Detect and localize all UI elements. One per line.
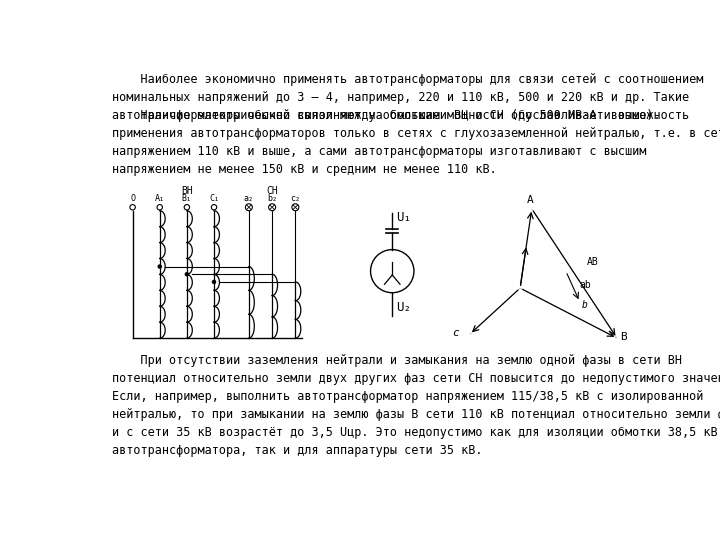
Circle shape [185, 273, 189, 276]
Text: A: A [527, 194, 534, 205]
Text: СН: СН [266, 186, 278, 196]
Text: U₂: U₂ [396, 301, 411, 314]
Text: ВН: ВН [181, 186, 193, 196]
Text: ab: ab [580, 280, 592, 290]
Text: b₂: b₂ [267, 194, 277, 203]
Text: A₁: A₁ [155, 194, 165, 203]
Text: B₁: B₁ [182, 194, 192, 203]
Text: AB: AB [587, 257, 598, 267]
Text: b: b [582, 300, 588, 310]
Text: Наиболее экономично применять автотрансформаторы для связи сетей с соотношением
: Наиболее экономично применять автотрансф… [112, 72, 703, 122]
Text: a₂: a₂ [244, 194, 254, 203]
Text: U₁: U₁ [396, 211, 411, 224]
Text: c₂: c₂ [290, 194, 300, 203]
Circle shape [158, 265, 161, 268]
Text: При отсутствии заземления нейтрали и замыкания на землю одной фазы в сети ВН
пот: При отсутствии заземления нейтрали и зам… [112, 354, 720, 456]
Text: Наличие электрической связи между обмотками ВН и СН обуславливает возможность
пр: Наличие электрической связи между обмотк… [112, 110, 720, 177]
Text: C₁: C₁ [209, 194, 219, 203]
Text: O: O [130, 194, 135, 203]
Circle shape [212, 280, 215, 284]
Text: c: c [452, 328, 459, 338]
Text: B: B [620, 332, 627, 342]
